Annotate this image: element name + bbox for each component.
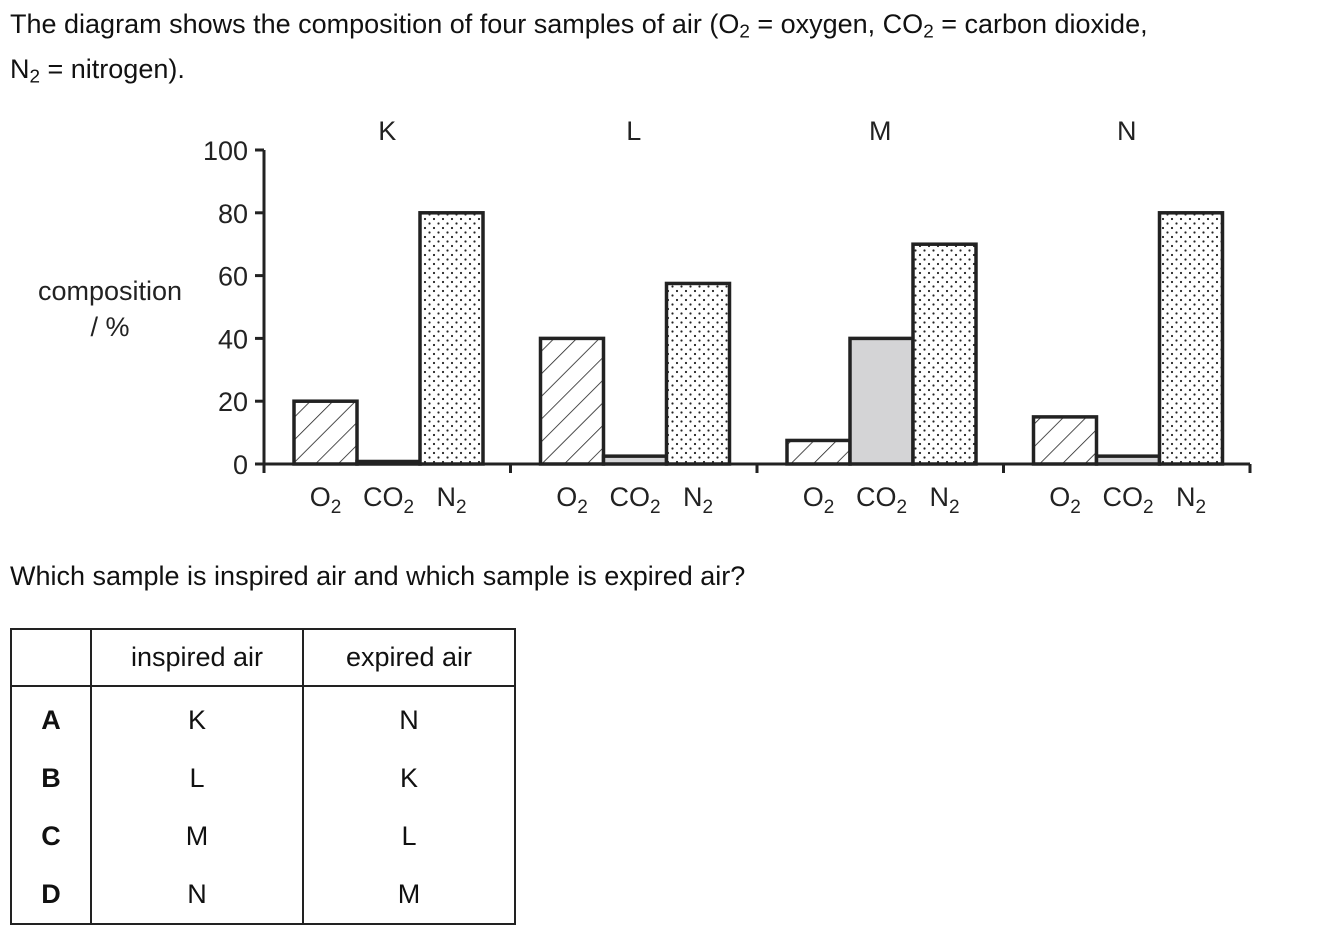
bar-category-label-subscript: 2 xyxy=(403,497,414,518)
table-header-expired: expired air xyxy=(302,629,516,687)
option-letter[interactable]: C xyxy=(10,807,92,865)
table-header-row: inspired air expired air xyxy=(10,629,516,687)
bar-category-label-base: N xyxy=(1176,482,1196,512)
expired-cell: L xyxy=(302,807,516,865)
answer-table: inspired air expired air A K N B L K C M… xyxy=(10,628,516,925)
bar-category-label-base: CO xyxy=(363,482,404,512)
group-label: K xyxy=(378,116,396,146)
inspired-cell: L xyxy=(90,749,304,807)
bar-category-label-subscript: 2 xyxy=(1195,497,1206,518)
bar-category-label: CO2 xyxy=(363,482,414,518)
bar-category-label-subscript: 2 xyxy=(896,497,907,518)
bar-category-label-subscript: 2 xyxy=(650,497,661,518)
bar-category-label: N2 xyxy=(929,482,959,518)
bar-category-label-base: O xyxy=(310,482,331,512)
intro-text-part: = oxygen, CO xyxy=(749,9,924,39)
y-axis-label-line2: / % xyxy=(90,312,129,342)
group-label: N xyxy=(1117,116,1137,146)
bar-category-label-subscript: 2 xyxy=(577,497,588,518)
bar-category-label-subscript: 2 xyxy=(1143,497,1154,518)
bar-category-label-subscript: 2 xyxy=(1070,497,1081,518)
option-letter[interactable]: B xyxy=(10,749,92,807)
bar xyxy=(538,336,606,466)
bar-category-label: N2 xyxy=(436,482,466,518)
table-row[interactable]: B L K xyxy=(10,749,516,807)
bar-category-label: O2 xyxy=(556,482,588,518)
table-row[interactable]: A K N xyxy=(10,686,516,749)
inspired-cell: M xyxy=(90,807,304,865)
inspired-cell: N xyxy=(90,865,304,924)
bar-category-label-base: N xyxy=(683,482,703,512)
bar xyxy=(355,459,422,466)
intro-line2: N2 = nitrogen). xyxy=(10,53,185,88)
intro-text-part: The diagram shows the composition of fou… xyxy=(10,9,740,39)
bar-category-label: N2 xyxy=(683,482,713,518)
bar xyxy=(911,242,978,466)
group-label: L xyxy=(626,116,641,146)
bar-category-label: CO2 xyxy=(856,482,907,518)
bar xyxy=(418,211,485,466)
bar-category-label-base: CO xyxy=(1102,482,1143,512)
question-text: Which sample is inspired air and which s… xyxy=(10,561,746,591)
subscript: 2 xyxy=(923,21,934,43)
bar-category-label-subscript: 2 xyxy=(702,497,713,518)
bar-category-label-base: O xyxy=(1049,482,1070,512)
bar-category-label-subscript: 2 xyxy=(949,497,960,518)
bar-category-label-base: O xyxy=(803,482,824,512)
bar xyxy=(601,454,669,466)
subscript: 2 xyxy=(739,21,750,43)
bar-category-label-subscript: 2 xyxy=(331,497,342,518)
bar xyxy=(664,281,732,466)
option-letter[interactable]: D xyxy=(10,865,92,924)
bar xyxy=(292,399,359,466)
y-axis-label-line1: composition xyxy=(38,276,182,306)
expired-cell: K xyxy=(302,749,516,807)
bar-category-label: CO2 xyxy=(1102,482,1153,518)
y-tick-label: 100 xyxy=(203,136,248,166)
table-row[interactable]: D N M xyxy=(10,865,516,924)
intro-text-part: = nitrogen). xyxy=(40,53,185,84)
expired-cell: N xyxy=(302,686,516,749)
inspired-cell: K xyxy=(90,686,304,749)
y-tick-label: 0 xyxy=(233,450,248,480)
bar-category-label-base: CO xyxy=(856,482,897,512)
bar-category-label: CO2 xyxy=(609,482,660,518)
table-row[interactable]: C M L xyxy=(10,807,516,865)
bar xyxy=(1157,211,1225,466)
bar xyxy=(1031,415,1099,466)
bar-category-label: O2 xyxy=(1049,482,1081,518)
intro-text: The diagram shows the composition of fou… xyxy=(10,6,1330,95)
subscript: 2 xyxy=(29,66,41,88)
bar-category-label: O2 xyxy=(803,482,835,518)
bar xyxy=(785,438,852,466)
intro-text-part: = carbon dioxide, xyxy=(933,9,1148,39)
group-label: M xyxy=(869,116,892,146)
expired-cell: M xyxy=(302,865,516,924)
bar-category-label-base: N xyxy=(436,482,456,512)
bar-category-label-subscript: 2 xyxy=(824,497,835,518)
bar-category-label: N2 xyxy=(1176,482,1206,518)
intro-text-part: N xyxy=(10,53,30,84)
bar-category-label-subscript: 2 xyxy=(456,497,467,518)
intro-line1: The diagram shows the composition of fou… xyxy=(10,9,1148,43)
bar-category-label-base: O xyxy=(556,482,577,512)
table-header-inspired: inspired air xyxy=(90,629,304,687)
bar xyxy=(848,336,915,466)
y-tick-label: 80 xyxy=(218,199,248,229)
bar-category-label-base: CO xyxy=(609,482,650,512)
option-letter[interactable]: A xyxy=(10,686,92,749)
table-header-key xyxy=(10,629,92,687)
bar-category-label-base: N xyxy=(929,482,949,512)
y-tick-label: 60 xyxy=(218,262,248,292)
y-tick-label: 20 xyxy=(218,387,248,417)
bar-category-label: O2 xyxy=(310,482,342,518)
bar xyxy=(1094,454,1162,466)
y-tick-label: 40 xyxy=(218,324,248,354)
